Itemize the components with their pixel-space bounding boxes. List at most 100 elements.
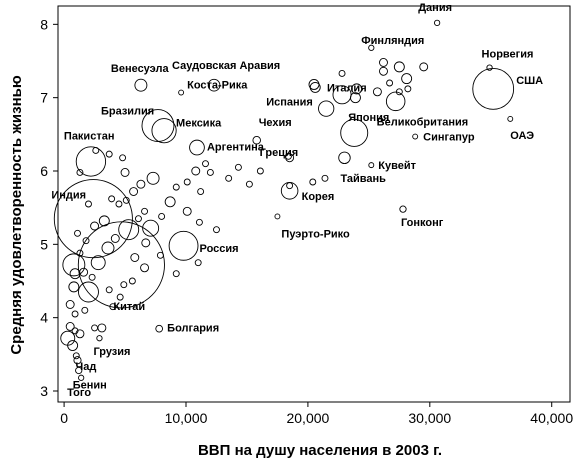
country-bubble [197, 188, 205, 195]
country-bubble [77, 221, 165, 309]
country-bubble [146, 171, 160, 185]
country-label: Тайвань [340, 173, 386, 185]
country-label: Бразилия [101, 106, 154, 118]
x-tick-label: 40,000 [530, 410, 573, 426]
country-bubble [213, 226, 220, 234]
country-label: Китай [113, 301, 145, 313]
country-bubble [309, 81, 321, 93]
country-bubble [379, 58, 388, 67]
country-label: Гонконг [401, 217, 444, 229]
country-bubble [116, 293, 124, 301]
country-label: Мексика [176, 118, 222, 130]
country-bubble [189, 139, 205, 156]
country-bubble [141, 207, 149, 215]
country-bubble [68, 281, 80, 293]
country-bubble [183, 178, 191, 186]
y-tick-label: 7 [40, 90, 48, 106]
country-bubble [256, 167, 264, 175]
country-bubble [97, 323, 107, 333]
country-bubble [385, 91, 406, 112]
country-bubble [91, 324, 99, 332]
country-label: Болгария [167, 323, 219, 335]
country-bubble [372, 87, 382, 97]
country-bubble [110, 234, 120, 243]
country-bubble [108, 195, 116, 203]
x-axis-title: ВВП на душу населения в 2003 г. [198, 442, 442, 459]
country-bubble [79, 267, 89, 277]
country-label: Греция [260, 147, 299, 159]
country-label: Чехия [259, 117, 292, 129]
country-label: Грузия [93, 346, 130, 358]
country-bubble [71, 327, 79, 335]
x-tick-label: 20,000 [286, 410, 329, 426]
country-bubble [280, 182, 299, 200]
country-bubble [338, 151, 351, 165]
country-bubble [141, 238, 151, 248]
country-bubble [351, 83, 363, 95]
country-bubble [105, 286, 113, 294]
y-axis-title: Средняя удовлетворенность жизнью [8, 75, 25, 355]
country-label: Венесуэла [111, 63, 170, 75]
country-bubble [88, 273, 96, 281]
country-label: ОАЭ [510, 130, 534, 142]
country-label: Пуэрто-Рико [281, 228, 350, 240]
country-bubble [202, 160, 209, 168]
country-bubble [401, 73, 413, 85]
country-bubble [332, 85, 352, 105]
country-bubble [338, 70, 346, 77]
country-label: Кувейт [378, 160, 416, 172]
country-label: Сингапур [423, 132, 475, 144]
country-label: Корея [302, 191, 335, 203]
country-bubble [318, 100, 335, 117]
country-bubble [118, 219, 140, 241]
country-label: Пакистан [64, 130, 115, 142]
x-tick-label: 0 [60, 410, 68, 426]
country-bubble [321, 174, 329, 182]
country-bubble [285, 153, 295, 163]
country-bubble [129, 187, 139, 196]
country-label: Испания [266, 97, 313, 109]
country-bubble [486, 64, 493, 71]
country-bubble [368, 44, 375, 51]
country-bubble [274, 213, 281, 220]
country-bubble [120, 168, 130, 177]
country-label: Саудовская Аравия [172, 60, 280, 72]
country-bubble [53, 179, 133, 259]
country-bubble [393, 61, 405, 73]
y-tick-label: 4 [40, 310, 48, 326]
country-bubble [309, 178, 317, 186]
country-bubble [225, 174, 233, 182]
country-label: Россия [200, 243, 239, 255]
country-bubble [134, 78, 148, 92]
country-bubble [98, 215, 110, 227]
country-label: Аргентина [207, 142, 265, 154]
y-tick-label: 3 [40, 383, 48, 399]
country-bubble [234, 163, 242, 171]
country-bubble [65, 322, 75, 331]
country-bubble [71, 310, 79, 318]
country-bubble [284, 152, 292, 160]
x-tick-label: 30,000 [408, 410, 451, 426]
country-bubble [130, 253, 140, 262]
country-bubble [286, 182, 294, 190]
country-bubble [128, 277, 136, 285]
country-bubble [182, 206, 192, 216]
country-bubble [75, 146, 107, 177]
country-label: Бенин [73, 379, 107, 391]
country-bubble [158, 213, 166, 220]
bubbles [53, 19, 515, 381]
country-bubble [172, 183, 180, 191]
country-bubble [62, 253, 86, 277]
country-bubble [135, 215, 142, 223]
country-bubble [78, 374, 85, 381]
country-bubble [115, 200, 123, 208]
country-bubble [178, 89, 185, 96]
country-bubble [399, 205, 407, 213]
country-label: Япония [348, 112, 389, 124]
country-bubble [65, 300, 75, 309]
country-label: Великобритания [377, 116, 469, 128]
country-bubble [155, 324, 164, 333]
country-bubble [96, 335, 103, 342]
country-bubble [75, 366, 83, 375]
